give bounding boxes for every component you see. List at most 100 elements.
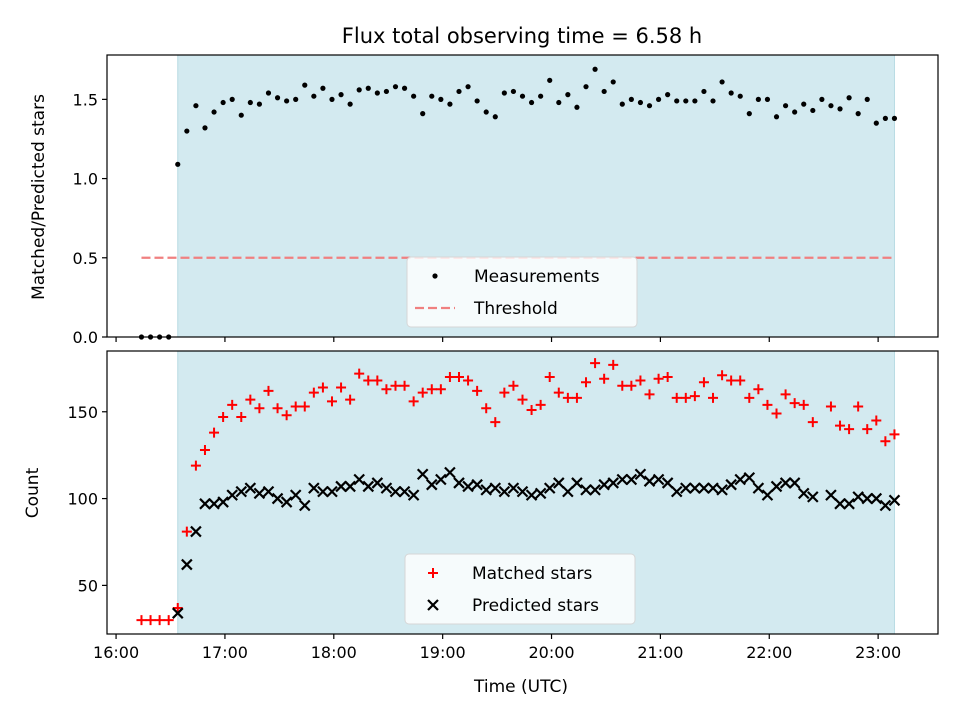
predicted-stars-point	[208, 498, 220, 510]
measurement-point	[764, 96, 771, 102]
matched-stars-point	[317, 382, 328, 393]
measurement-point	[501, 90, 507, 96]
x-axis-label: Time (UTC)	[473, 677, 568, 697]
predicted-stars-point	[335, 480, 347, 493]
measurement-point	[365, 85, 371, 91]
matched-stars-point	[599, 373, 610, 384]
matched-stars-point	[218, 411, 229, 422]
matched-stars-point	[844, 424, 855, 435]
predicted-stars-point	[362, 480, 375, 493]
predicted-stars-point	[870, 492, 883, 505]
legend-box	[404, 553, 636, 625]
top-y-tick-label: 1.5	[73, 90, 98, 109]
measurement-point	[411, 93, 417, 99]
matched-stars-point	[653, 373, 664, 384]
legend-marker-plus	[428, 568, 438, 578]
measurement-point	[474, 98, 480, 104]
predicted-stars-point	[879, 499, 892, 512]
matched-stars-point	[399, 380, 410, 391]
matched-stars-point	[372, 375, 383, 386]
predicted-stars-point	[634, 468, 647, 481]
predicted-stars-point	[235, 485, 248, 498]
measurement-point	[583, 84, 589, 90]
measurement-point	[728, 90, 734, 96]
measurement-point	[247, 99, 253, 106]
predicted-stars-point	[725, 478, 737, 491]
matched-stars-point	[263, 385, 274, 396]
predicted-stars-point	[262, 485, 275, 498]
measurement-point	[374, 90, 380, 96]
matched-stars-point	[236, 411, 247, 422]
measurement-point	[773, 114, 780, 120]
top-y-tick-label: 0.5	[73, 249, 98, 268]
measurement-point	[338, 92, 344, 98]
x-tick-label: 22:00	[746, 643, 792, 662]
matched-stars-point	[281, 410, 292, 421]
matched-stars-point	[581, 377, 592, 388]
matched-stars-point	[626, 380, 637, 391]
measurement-point	[265, 90, 272, 96]
matched-stars-point	[853, 401, 864, 412]
measurement-point	[655, 96, 662, 102]
measurement-point	[565, 92, 571, 98]
predicted-stars-point	[807, 491, 819, 503]
predicted-stars-point	[444, 466, 456, 479]
measurement-point	[538, 93, 544, 99]
measurement-point	[855, 111, 861, 117]
predicted-stars-point	[416, 468, 429, 481]
measurement-point	[320, 85, 326, 91]
legend-label: Matched stars	[472, 564, 592, 584]
measurement-point	[674, 98, 680, 104]
matched-stars-point	[780, 389, 791, 400]
measurement-point	[184, 128, 190, 134]
matched-stars-point	[326, 396, 337, 407]
measurement-point	[175, 161, 181, 167]
predicted-stars-point	[580, 484, 592, 496]
predicted-stars-point	[543, 482, 556, 494]
measurement-point	[828, 103, 834, 109]
measurement-point	[574, 104, 580, 110]
measurement-point	[392, 84, 399, 90]
measurement-point	[311, 93, 317, 99]
matched-stars-point	[245, 394, 256, 405]
measurement-point	[383, 88, 390, 95]
measurement-point	[665, 92, 671, 98]
measurement-point	[646, 103, 653, 109]
predicted-stars-point	[734, 473, 747, 486]
matched-stars-point	[880, 436, 891, 447]
matched-stars-point	[209, 427, 220, 438]
predicted-stars-point	[743, 471, 756, 484]
predicted-stars-point	[589, 484, 601, 496]
measurement-point	[256, 101, 263, 107]
matched-stars-point	[698, 377, 709, 388]
measurement-point	[193, 103, 199, 109]
predicted-stars-point	[643, 475, 656, 487]
matched-stars-point	[726, 375, 737, 386]
measurement-point	[347, 101, 353, 107]
predicted-stars-point	[888, 494, 901, 507]
measurement-point	[519, 93, 526, 99]
matched-stars-point	[190, 460, 201, 471]
measurement-point	[547, 77, 553, 83]
predicted-stars-point	[852, 491, 864, 503]
predicted-stars-point	[562, 485, 574, 498]
measurement-point	[274, 95, 281, 101]
predicted-stars-point	[861, 492, 874, 505]
predicted-stars-point	[389, 485, 402, 498]
x-tick-label: 21:00	[637, 643, 683, 662]
top-y-axis-label: Matched/Predicted stars	[29, 94, 49, 300]
predicted-stars-point	[308, 482, 320, 494]
predicted-stars-point	[797, 487, 810, 500]
predicted-stars-point	[770, 480, 783, 493]
measurement-point	[873, 120, 879, 126]
measurement-point	[792, 109, 798, 115]
matched-stars-point	[744, 392, 755, 403]
measurement-point	[782, 103, 789, 109]
predicted-stars-point	[825, 489, 837, 501]
predicted-stars-point	[680, 482, 692, 494]
measurement-point	[284, 98, 290, 104]
measurement-point	[637, 99, 644, 106]
measurement-point	[810, 107, 816, 114]
measurement-point	[238, 112, 244, 118]
matched-stars-point	[526, 405, 537, 416]
